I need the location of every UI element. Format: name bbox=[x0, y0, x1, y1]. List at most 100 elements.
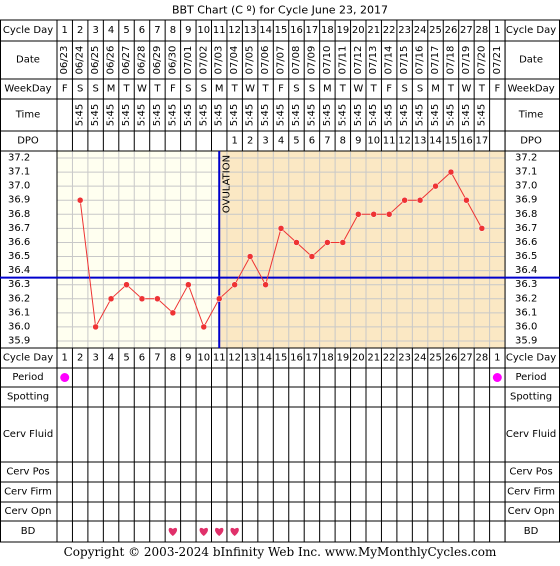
cycle-day-label-bottom: 28 bbox=[476, 353, 489, 364]
row-label-cerv-firm: Cerv Firm bbox=[4, 487, 52, 498]
dpo-label: 13 bbox=[414, 136, 427, 147]
temperature-point bbox=[447, 168, 455, 176]
date-label: 06/30 bbox=[167, 46, 178, 75]
date-label: 06/28 bbox=[136, 46, 147, 75]
dpo-label: 2 bbox=[247, 136, 253, 147]
row-label-cycle-day: Cycle Day bbox=[3, 25, 53, 36]
cycle-day-label: 26 bbox=[445, 25, 458, 36]
temperature-point bbox=[262, 281, 269, 288]
row-label-right-cycle-day: Cycle Day bbox=[506, 353, 556, 364]
row-label-right-cerv-firm: Cerv Firm bbox=[507, 487, 555, 498]
cycle-day-label-bottom: 3 bbox=[92, 353, 98, 364]
weekday-label: S bbox=[309, 84, 315, 95]
row-label-right-period: Period bbox=[515, 372, 546, 383]
date-label: 07/14 bbox=[384, 46, 395, 75]
cycle-day-label-bottom: 5 bbox=[123, 353, 129, 364]
y-tick-label-right: 37.0 bbox=[515, 181, 537, 192]
weekday-label: T bbox=[153, 84, 161, 95]
cycle-day-label-bottom: 23 bbox=[398, 353, 411, 364]
cycle-day-label-bottom: 4 bbox=[108, 353, 114, 364]
row-label-right-weekday: WeekDay bbox=[507, 84, 554, 95]
cycle-day-label-bottom: 19 bbox=[336, 353, 349, 364]
row-label-dpo: DPO bbox=[17, 136, 39, 147]
date-label: 07/10 bbox=[322, 46, 333, 75]
y-tick-label: 36.9 bbox=[8, 195, 30, 206]
date-label: 07/05 bbox=[245, 46, 256, 75]
y-tick-label-right: 36.8 bbox=[515, 209, 537, 220]
row-label-right-cerv-pos: Cerv Pos bbox=[509, 467, 552, 478]
row-label-right-cerv-fluid: Cerv Fluid bbox=[506, 429, 556, 440]
cycle-day-label-bottom: 10 bbox=[197, 353, 210, 364]
temperature-point bbox=[293, 239, 300, 246]
weekday-label: S bbox=[417, 84, 423, 95]
time-label: 5:45 bbox=[121, 104, 132, 126]
date-label: 07/20 bbox=[476, 46, 487, 75]
cycle-day-label: 13 bbox=[244, 25, 257, 36]
dpo-label: 5 bbox=[293, 136, 299, 147]
weekday-label: T bbox=[478, 84, 486, 95]
weekday-label: S bbox=[401, 84, 407, 95]
row-label-weekday: WeekDay bbox=[4, 84, 51, 95]
dpo-label: 15 bbox=[445, 136, 458, 147]
y-tick-label-right: 36.0 bbox=[515, 321, 537, 332]
date-label: 06/23 bbox=[59, 46, 70, 75]
y-tick-label: 37.2 bbox=[8, 153, 30, 164]
bd-heart-icon bbox=[168, 527, 178, 536]
chart-title: BBT Chart (C º) for Cycle June 23, 2017 bbox=[172, 4, 388, 17]
dpo-label: 14 bbox=[429, 136, 442, 147]
cycle-day-label-bottom: 20 bbox=[352, 353, 365, 364]
temperature-point bbox=[277, 225, 285, 232]
row-label-right-cycle-day: Cycle Day bbox=[506, 25, 556, 36]
cycle-day-label: 9 bbox=[185, 25, 191, 36]
weekday-label: S bbox=[77, 84, 83, 95]
weekday-label: W bbox=[245, 84, 255, 95]
time-label: 5:45 bbox=[368, 104, 379, 126]
cycle-day-label-bottom: 17 bbox=[306, 353, 319, 364]
cycle-day-label-bottom: 14 bbox=[259, 353, 272, 364]
date-label: 07/04 bbox=[229, 46, 240, 75]
date-label: 07/15 bbox=[399, 46, 410, 75]
y-tick-label: 36.0 bbox=[8, 321, 30, 332]
cycle-day-label: 10 bbox=[197, 25, 210, 36]
y-tick-label-right: 37.2 bbox=[515, 153, 537, 164]
temperature-point bbox=[324, 239, 331, 246]
y-tick-label: 36.7 bbox=[8, 223, 30, 234]
row-label-cycle-day: Cycle Day bbox=[3, 353, 53, 364]
time-label: 5:45 bbox=[214, 104, 225, 126]
row-label-right-cerv-opn: Cerv Opn bbox=[508, 506, 555, 517]
time-label: 5:45 bbox=[276, 104, 287, 126]
cycle-day-label: 16 bbox=[290, 25, 303, 36]
time-label: 5:45 bbox=[229, 104, 240, 126]
date-label: 07/03 bbox=[214, 46, 225, 75]
y-tick-label: 36.1 bbox=[8, 307, 30, 318]
dpo-label: 9 bbox=[355, 136, 361, 147]
cycle-day-label-bottom: 22 bbox=[383, 353, 396, 364]
y-tick-label-right: 36.3 bbox=[515, 279, 537, 290]
temperature-point bbox=[200, 323, 208, 331]
time-label: 5:45 bbox=[183, 104, 194, 126]
cycle-day-label: 28 bbox=[476, 25, 489, 36]
temperature-point bbox=[478, 225, 486, 232]
row-label-bd: BD bbox=[21, 526, 36, 537]
temperature-point bbox=[107, 295, 115, 303]
bd-heart-icon bbox=[230, 527, 239, 536]
date-label: 07/13 bbox=[368, 46, 379, 75]
cycle-day-label: 17 bbox=[306, 25, 319, 36]
dpo-label: 6 bbox=[309, 136, 315, 147]
row-label-right-date: Date bbox=[519, 55, 543, 66]
temperature-point bbox=[138, 295, 146, 303]
dpo-label: 7 bbox=[324, 136, 330, 147]
cycle-day-label: 27 bbox=[460, 25, 473, 36]
date-label: 06/24 bbox=[75, 46, 86, 75]
date-label: 06/27 bbox=[121, 46, 132, 75]
y-tick-label: 35.9 bbox=[8, 336, 30, 347]
cycle-day-label-bottom: 12 bbox=[228, 353, 241, 364]
time-label: 5:45 bbox=[90, 104, 101, 126]
time-label: 5:45 bbox=[245, 104, 256, 126]
date-label: 07/17 bbox=[430, 46, 441, 75]
cycle-day-label-bottom: 11 bbox=[213, 353, 226, 364]
cycle-day-label: 6 bbox=[139, 25, 145, 36]
cycle-day-label-bottom: 6 bbox=[139, 353, 145, 364]
